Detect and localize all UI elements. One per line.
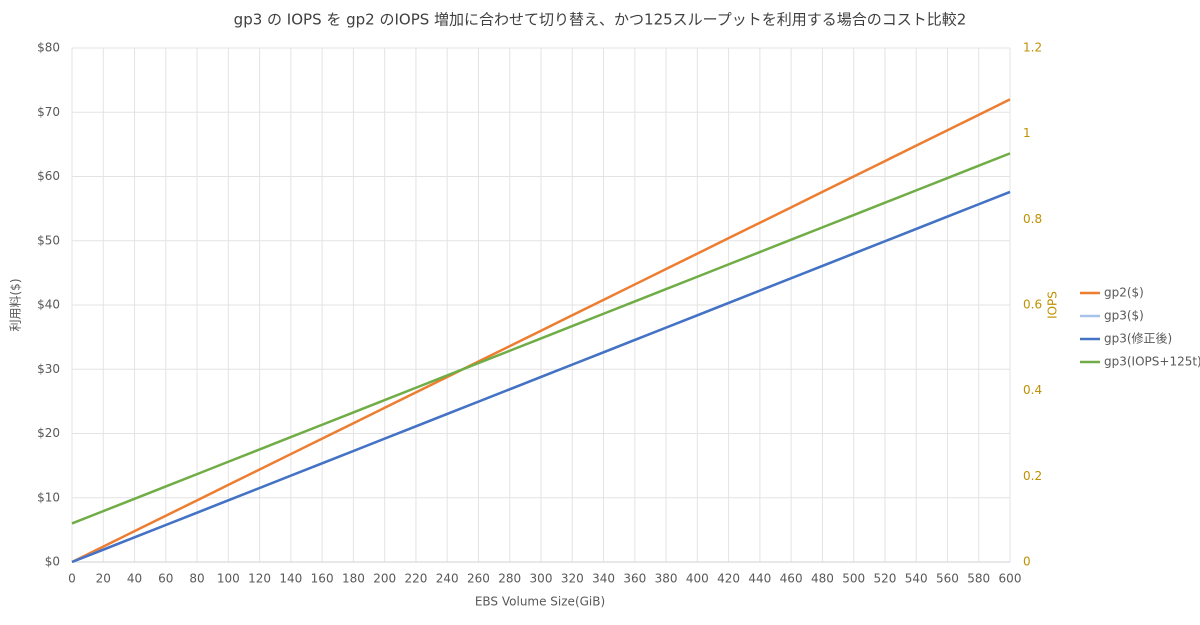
x-tick-label: 280 bbox=[498, 572, 521, 586]
x-tick-label: 460 bbox=[780, 572, 803, 586]
x-tick-label: 380 bbox=[655, 572, 678, 586]
chart-title: gp3 の IOPS を gp2 のIOPS 増加に合わせて切り替え、かつ125… bbox=[234, 11, 967, 29]
x-tick-label: 200 bbox=[373, 572, 396, 586]
x-tick-label: 420 bbox=[717, 572, 740, 586]
x-tick-label: 120 bbox=[248, 572, 271, 586]
x-tick-label: 360 bbox=[623, 572, 646, 586]
x-tick-label: 260 bbox=[467, 572, 490, 586]
y2-tick-label: 0.8 bbox=[1023, 212, 1042, 226]
x-tick-label: 20 bbox=[96, 572, 111, 586]
y2-axis-label: IOPS bbox=[1046, 291, 1060, 319]
x-tick-label: 300 bbox=[530, 572, 553, 586]
y-tick-label: $30 bbox=[37, 362, 60, 376]
x-tick-label: 40 bbox=[127, 572, 142, 586]
x-axis-label: EBS Volume Size(GiB) bbox=[475, 595, 605, 609]
x-tick-label: 500 bbox=[842, 572, 865, 586]
series-line bbox=[71, 98, 1011, 564]
x-tick-label: 60 bbox=[158, 572, 173, 586]
x-tick-label: 520 bbox=[873, 572, 896, 586]
x-tick-label: 140 bbox=[279, 572, 302, 586]
y-tick-label: $10 bbox=[37, 490, 60, 504]
y-tick-label: $20 bbox=[37, 426, 60, 440]
x-tick-label: 0 bbox=[68, 572, 76, 586]
y2-tick-label: 1 bbox=[1023, 126, 1031, 140]
y-tick-label: $70 bbox=[37, 105, 60, 119]
y-tick-label: $60 bbox=[37, 169, 60, 183]
x-tick-label: 340 bbox=[592, 572, 615, 586]
legend-label: gp3(修正後) bbox=[1104, 331, 1172, 346]
y2-tick-label: 0.2 bbox=[1023, 469, 1042, 483]
y-axis-label: 利用料($) bbox=[9, 279, 23, 332]
legend-label: gp3($) bbox=[1104, 309, 1144, 323]
x-tick-label: 440 bbox=[748, 572, 771, 586]
x-tick-label: 600 bbox=[999, 572, 1022, 586]
y-tick-label: $40 bbox=[37, 298, 60, 312]
x-tick-label: 100 bbox=[217, 572, 240, 586]
y-tick-label: $50 bbox=[37, 233, 60, 247]
x-tick-label: 320 bbox=[561, 572, 584, 586]
legend-label: gp3(IOPS+125t) bbox=[1104, 355, 1200, 369]
y2-tick-label: 0 bbox=[1023, 555, 1031, 569]
x-tick-label: 480 bbox=[811, 572, 834, 586]
x-tick-label: 560 bbox=[936, 572, 959, 586]
y2-tick-label: 1.2 bbox=[1023, 41, 1042, 55]
x-tick-label: 540 bbox=[905, 572, 928, 586]
series-line bbox=[71, 190, 1011, 564]
x-tick-label: 400 bbox=[686, 572, 709, 586]
x-tick-label: 240 bbox=[436, 572, 459, 586]
y2-tick-label: 0.6 bbox=[1023, 298, 1042, 312]
y-tick-label: $0 bbox=[45, 555, 60, 569]
x-tick-label: 160 bbox=[311, 572, 334, 586]
x-tick-label: 220 bbox=[404, 572, 427, 586]
x-tick-label: 80 bbox=[189, 572, 204, 586]
legend-label: gp2($) bbox=[1104, 286, 1144, 300]
series-line bbox=[71, 152, 1011, 525]
y-tick-label: $80 bbox=[37, 41, 60, 55]
x-tick-label: 580 bbox=[967, 572, 990, 586]
x-tick-label: 180 bbox=[342, 572, 365, 586]
y2-tick-label: 0.4 bbox=[1023, 383, 1042, 397]
